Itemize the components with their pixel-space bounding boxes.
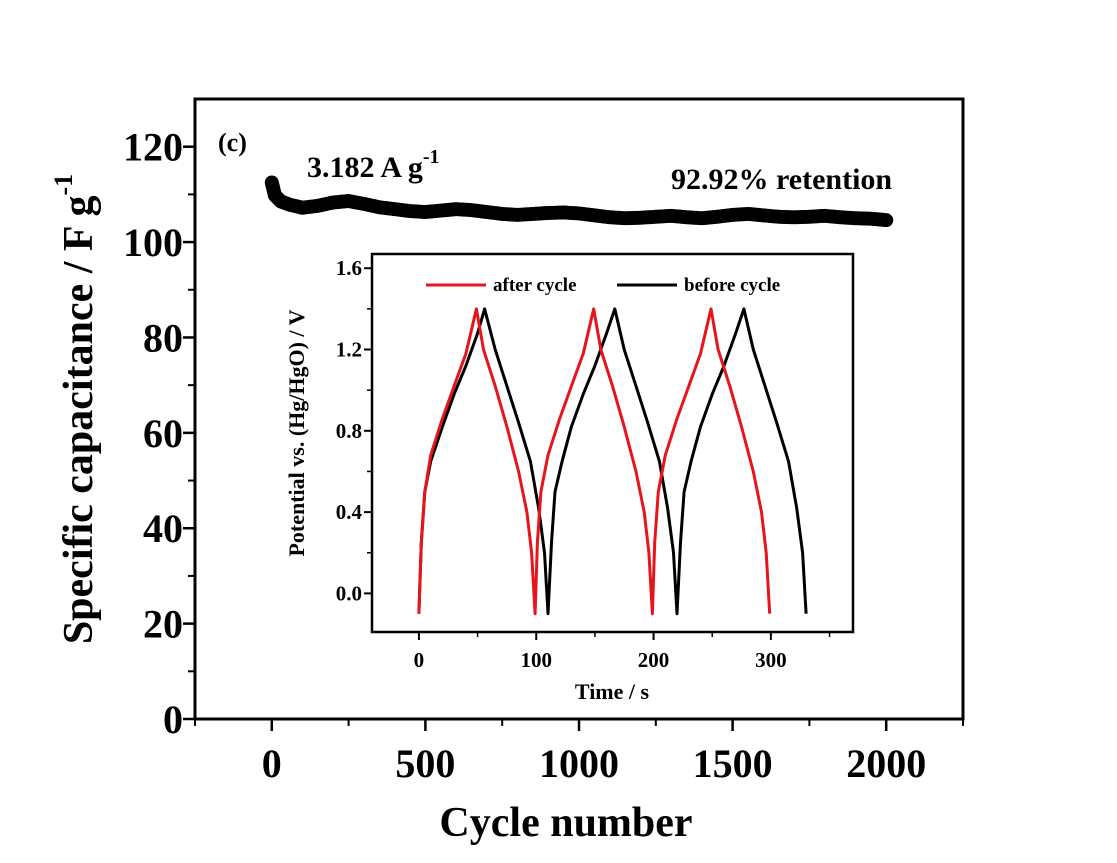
main-y-tick-label: 120 (123, 125, 183, 170)
current-density-superscript: -1 (423, 146, 440, 168)
inset-y-tick-label: 1.2 (336, 338, 362, 362)
main-x-tick-label: 0 (262, 741, 282, 786)
main-y-tick-label: 20 (143, 602, 183, 647)
main-data-points (264, 175, 894, 228)
main-x-tick-label: 500 (395, 741, 455, 786)
inset-y-tick-label: 0.4 (336, 500, 363, 524)
inset-chart: 0 100 200 300 0.0 0.4 0.8 1.2 1.6 after cycle be… (284, 252, 855, 704)
inset-tick-labels: 0 100 200 300 0.0 0.4 0.8 1.2 1.6 (336, 256, 787, 672)
main-y-axis-label-text: Specific capacitance / F g (56, 196, 102, 645)
after-cycle-curve (417, 307, 772, 616)
main-y-tick-label: 60 (143, 411, 183, 456)
inset-x-tick-label: 0 (414, 648, 425, 672)
inset-x-tick-label: 300 (755, 648, 787, 672)
inset-x-tick-label: 100 (520, 648, 552, 672)
inset-y-tick-label: 0.8 (336, 419, 362, 443)
inset-curves (417, 307, 808, 616)
legend-label-after-cycle: after cycle (493, 275, 577, 296)
inset-x-tick-label: 200 (638, 648, 670, 672)
before-cycle-curve (417, 307, 808, 616)
main-y-tick-label: 100 (123, 220, 183, 265)
main-x-axis-label: Cycle number (439, 800, 692, 846)
main-data-point (879, 213, 894, 228)
current-density-annotation: 3.182 A g-1 (307, 146, 440, 184)
inset-legend: after cycle before cycle (426, 275, 780, 296)
inset-x-axis-label: Time / s (575, 679, 650, 704)
main-y-tick-label: 0 (163, 697, 183, 742)
main-ticks (183, 145, 964, 731)
panel-label: (c) (218, 128, 247, 157)
main-y-axis-label: Specific capacitance / F g-1 (49, 174, 102, 644)
main-y-axis-label-superscript: -1 (49, 174, 78, 196)
inset-y-tick-label: 1.6 (336, 256, 362, 280)
main-x-tick-label: 2000 (846, 741, 926, 786)
inset-y-tick-label: 0.0 (336, 581, 362, 605)
current-density-value: 3.182 A g (307, 151, 423, 184)
inset-plot-frame (370, 252, 855, 634)
main-x-tick-label: 1000 (539, 741, 619, 786)
inset-y-axis-label: Potential vs. (Hg/HgO) / V (284, 309, 309, 556)
legend-label-before-cycle: before cycle (684, 275, 780, 296)
inset-background (372, 254, 853, 632)
main-y-tick-label: 80 (143, 315, 183, 360)
main-y-tick-label: 40 (143, 506, 183, 551)
retention-annotation: 92.92% retention (671, 163, 892, 196)
inset-ticks (364, 267, 831, 640)
main-x-tick-label: 1500 (693, 741, 773, 786)
